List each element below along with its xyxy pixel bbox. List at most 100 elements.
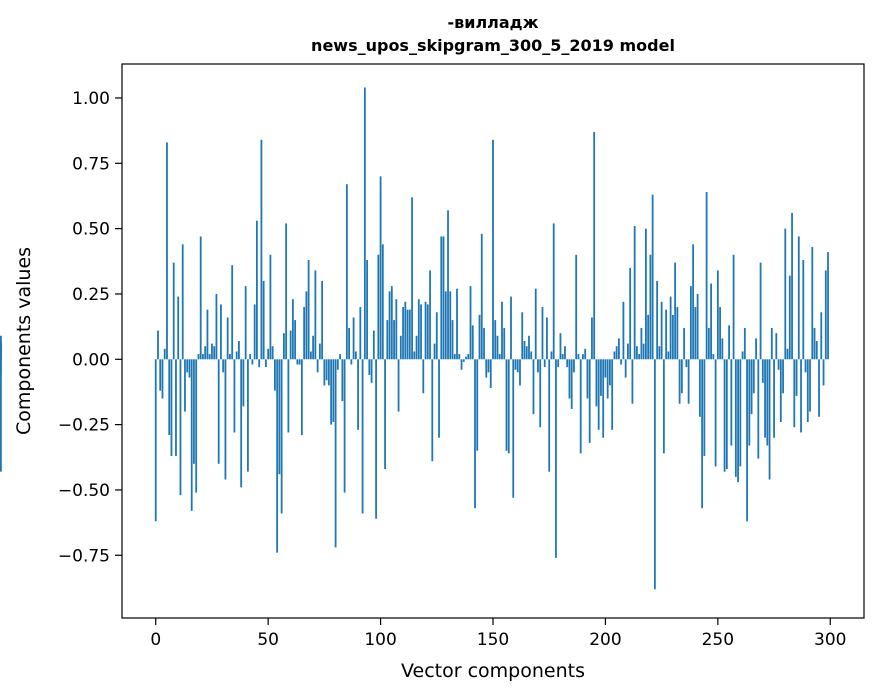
bar	[244, 286, 247, 360]
bar	[689, 286, 692, 360]
bar	[402, 307, 404, 360]
bar	[314, 270, 317, 360]
bar	[179, 359, 182, 496]
bar	[552, 223, 555, 360]
bar	[768, 359, 771, 480]
bar	[806, 359, 809, 423]
bar	[278, 359, 281, 475]
x-tick-label: 0	[150, 630, 161, 650]
bar	[564, 346, 566, 360]
bar	[741, 351, 744, 360]
bar	[471, 325, 474, 360]
bar	[433, 343, 436, 360]
bar	[231, 265, 234, 360]
bar	[710, 283, 712, 360]
x-tick-label: 300	[814, 630, 846, 650]
bar	[651, 194, 654, 360]
bar	[260, 139, 263, 360]
bar	[489, 359, 492, 389]
bar	[543, 359, 546, 368]
bar	[528, 335, 530, 360]
y-axis: 1.00 0.75 0.50 0.25 0.00 −0.25 −0.50 −0.75	[58, 89, 122, 566]
x-tick-label: 250	[702, 630, 734, 650]
bar	[757, 359, 760, 459]
bar	[597, 359, 600, 430]
bar	[258, 359, 261, 368]
bar	[372, 330, 375, 360]
bar	[795, 359, 798, 396]
bar	[429, 270, 431, 360]
bar	[265, 359, 267, 368]
bar	[791, 212, 793, 360]
bar	[444, 291, 447, 360]
chart-title-line-2: news_upos_skipgram_300_5_2019 model	[311, 36, 675, 55]
bar	[822, 359, 825, 386]
bar	[566, 359, 569, 368]
bar	[656, 280, 659, 360]
bar	[431, 359, 434, 462]
bar	[334, 359, 337, 548]
bars-layer	[0, 87, 829, 590]
bar	[642, 343, 645, 360]
bar	[222, 359, 225, 373]
bar	[435, 312, 438, 360]
x-axis-label: Vector components	[401, 660, 585, 682]
bar	[361, 359, 364, 514]
bar	[208, 354, 211, 360]
bar	[168, 359, 171, 436]
bar	[354, 351, 357, 360]
bar	[501, 301, 503, 360]
bar	[750, 359, 753, 415]
bar	[716, 270, 719, 360]
bar	[287, 359, 290, 433]
y-tick-label: 0.00	[72, 350, 110, 370]
bar	[766, 359, 769, 446]
bar	[307, 259, 310, 360]
bar	[381, 244, 384, 360]
bar	[220, 304, 222, 360]
bar	[332, 359, 335, 423]
bar	[694, 307, 697, 360]
bar	[202, 354, 204, 360]
bar	[424, 301, 427, 360]
bar	[775, 333, 778, 360]
bar	[546, 317, 548, 360]
bar	[440, 236, 443, 360]
bar	[166, 142, 168, 360]
bar	[591, 317, 593, 360]
bar	[793, 359, 796, 428]
bar	[458, 354, 461, 360]
bar	[480, 233, 483, 360]
bar	[582, 354, 584, 360]
bar	[305, 291, 308, 360]
bar	[413, 351, 416, 360]
bar	[640, 327, 643, 360]
bar	[764, 359, 766, 438]
bar	[442, 236, 445, 360]
bar	[296, 359, 299, 365]
bar	[363, 87, 366, 360]
bar	[788, 275, 791, 360]
bar	[676, 307, 679, 360]
bar	[696, 293, 699, 360]
bar	[453, 354, 456, 360]
bar	[602, 359, 605, 438]
bar	[653, 359, 656, 590]
bar	[588, 359, 591, 443]
bar	[492, 139, 494, 360]
bar	[530, 351, 533, 360]
bar	[824, 270, 827, 360]
y-axis-label: Components values	[13, 247, 35, 435]
bar	[669, 296, 672, 360]
bar	[242, 359, 245, 407]
x-axis: 0 50 100 150 200 250 300	[150, 618, 846, 650]
bar	[660, 301, 663, 360]
bar	[604, 359, 607, 378]
bar	[662, 359, 665, 454]
bar	[467, 354, 470, 360]
bar	[519, 359, 521, 386]
bar	[802, 259, 805, 360]
bar	[170, 359, 173, 456]
bar	[633, 226, 636, 360]
bar	[377, 254, 380, 360]
